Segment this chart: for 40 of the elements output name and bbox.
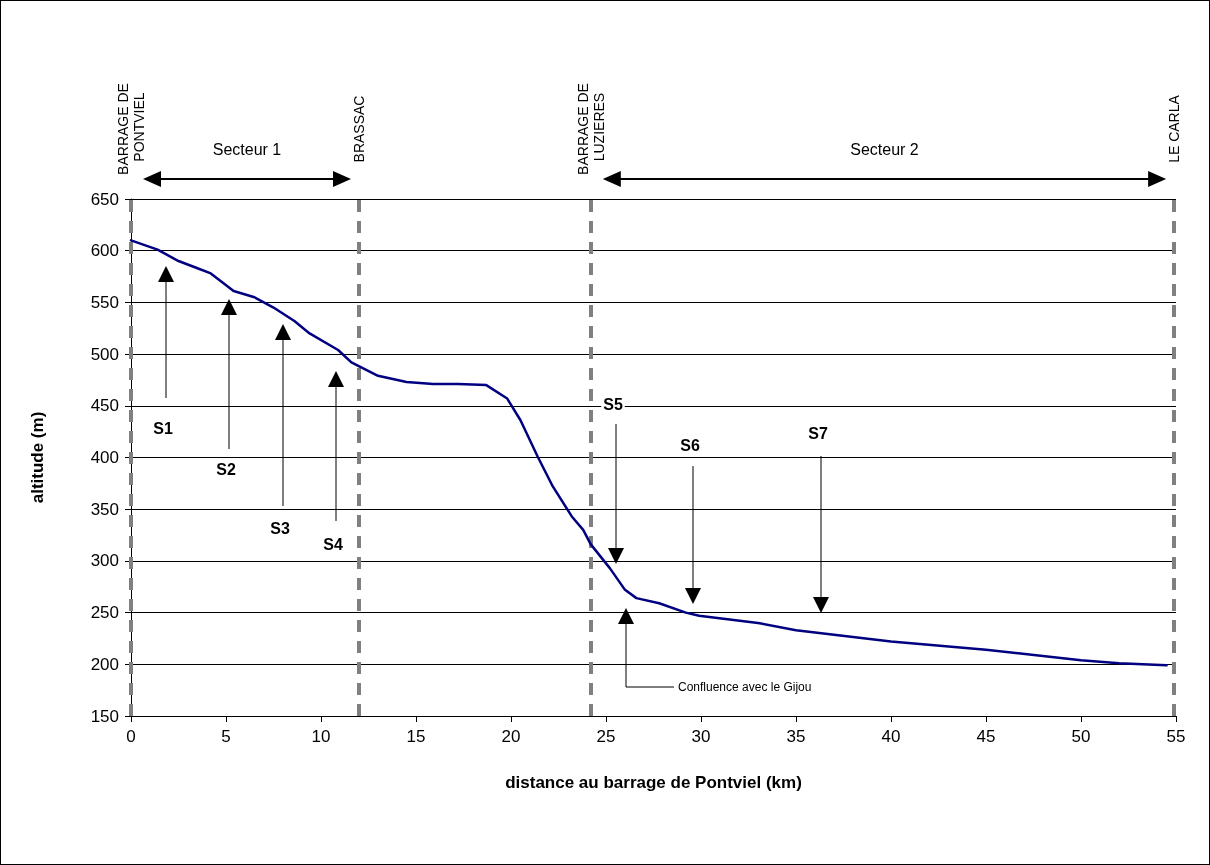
line-series [129,239,1168,667]
y-tick-label: 200 [90,654,119,674]
x-tick-label: 40 [881,727,901,746]
y-tick-label: 350 [90,499,119,519]
y-tick-label: 650 [90,189,119,209]
x-tick-label: 30 [691,727,711,746]
y-tick-label: 150 [90,706,119,726]
ref-line-label: LE CARLA [1166,94,1183,163]
y-tick-label: 600 [90,241,119,261]
text: Secteur 1 [212,140,282,158]
text: Secteur 2 [850,140,919,158]
y-tick-label: 250 [90,603,119,623]
x-tick-label: 0 [126,727,136,746]
y-tick-label: 400 [90,448,119,467]
x-tick-label: 45 [976,727,996,746]
ref-line-label: BARRAGE DE LUZIERES [574,83,607,175]
y-tick-label: 500 [90,344,119,364]
x-tick-label: 25 [596,727,616,746]
annotation: S2 [216,460,236,478]
annotation: S6 [680,436,700,454]
y-tick-label: 550 [90,292,119,312]
x-tick-label: 10 [311,727,331,746]
x-tick-label: 35 [786,727,806,746]
x-axis-title: distance au barrage de Pontviel (km) [505,773,802,792]
annotation: S1 [153,419,173,437]
y-axis-title: altitude (m) [28,411,47,504]
annotation: S4 [323,535,343,553]
annotation: Confluence avec le Gijou [678,680,812,694]
ref-line-label: BRASSAC [351,95,367,163]
x-tick-label: 55 [1166,727,1186,746]
annotation: S3 [270,519,290,537]
annotation: S7 [808,424,828,442]
y-tick-label: 450 [90,396,119,416]
x-tick-label: 5 [221,727,231,746]
y-tick-label: 300 [90,551,119,571]
annotation: S5 [603,395,623,413]
ref-line-label: BARRAGE DE PONTVIEL [115,83,147,175]
x-tick-label: 50 [1071,727,1091,746]
x-tick-label: 20 [501,727,521,746]
x-tick-label: 15 [406,727,426,746]
